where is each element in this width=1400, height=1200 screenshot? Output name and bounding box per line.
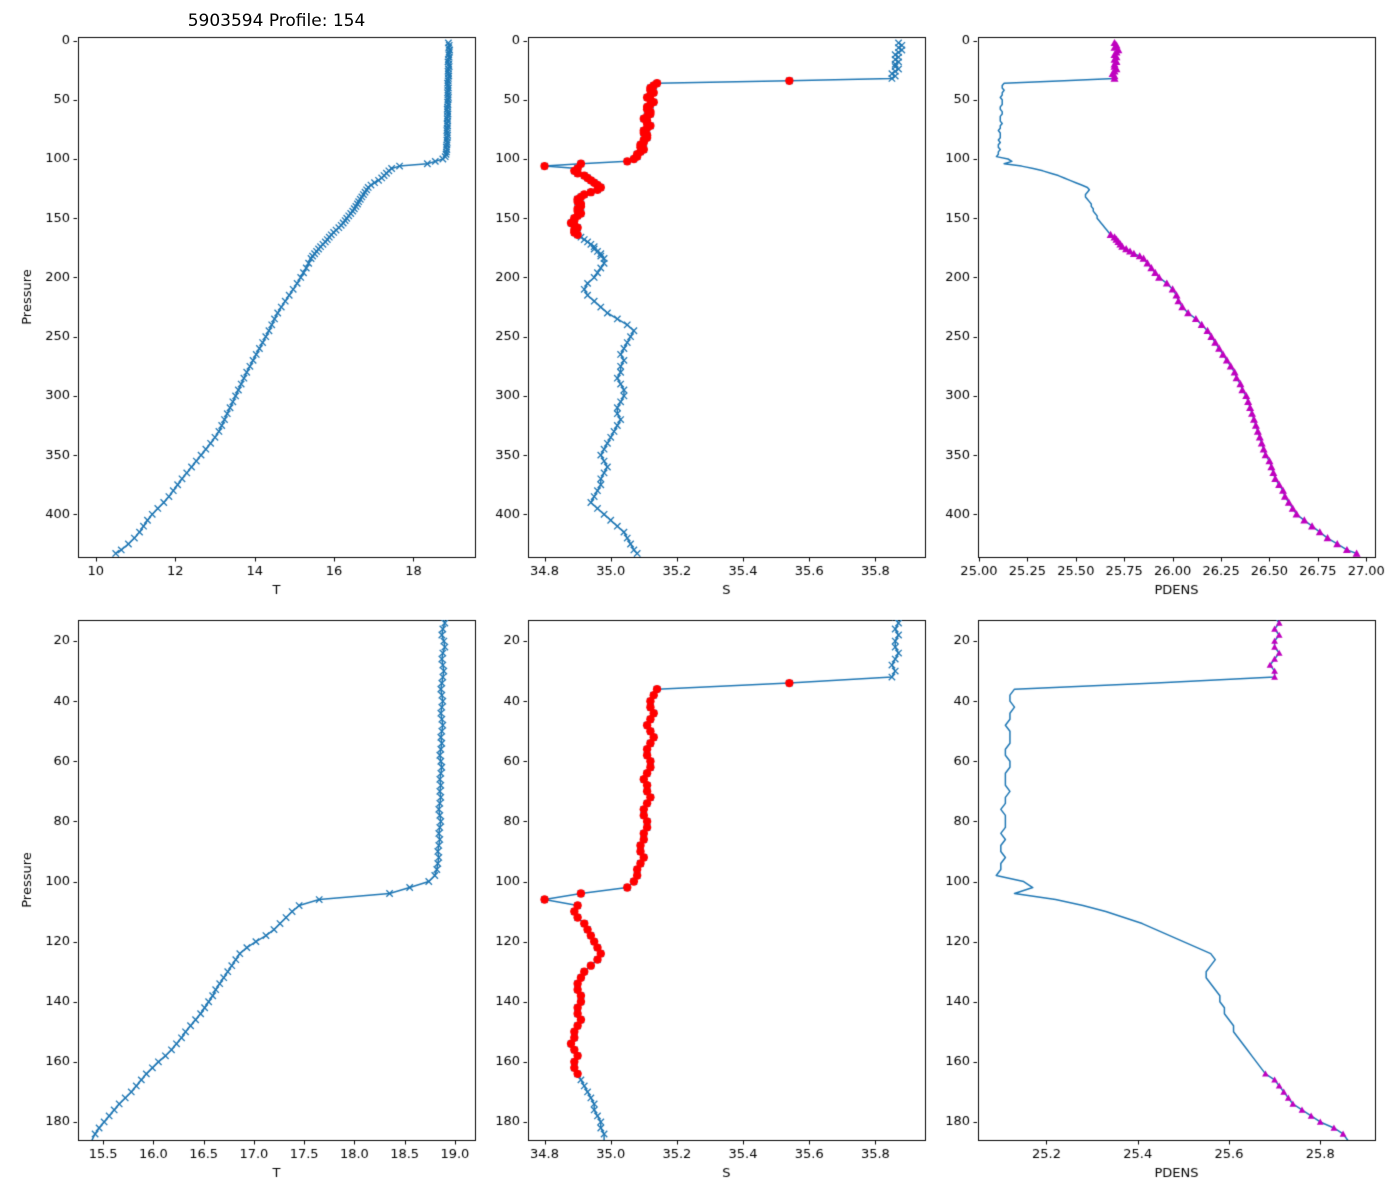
- subplot-temperature-zoom: [0, 600, 483, 1200]
- temperature-zoom-canvas: [0, 600, 483, 1200]
- salinity-zoom-canvas: [483, 600, 933, 1200]
- pdens-full-canvas: [933, 0, 1400, 600]
- subplot-temperature-full: [0, 0, 483, 600]
- pdens-zoom-canvas: [933, 600, 1400, 1200]
- subplot-pdens-zoom: [933, 600, 1400, 1200]
- temperature-full-canvas: [0, 0, 483, 600]
- salinity-full-canvas: [483, 0, 933, 600]
- subplot-pdens-full: [933, 0, 1400, 600]
- subplot-salinity-full: [483, 0, 933, 600]
- subplot-salinity-zoom: [483, 600, 933, 1200]
- figure-title: 5903594 Profile: 154: [187, 11, 366, 31]
